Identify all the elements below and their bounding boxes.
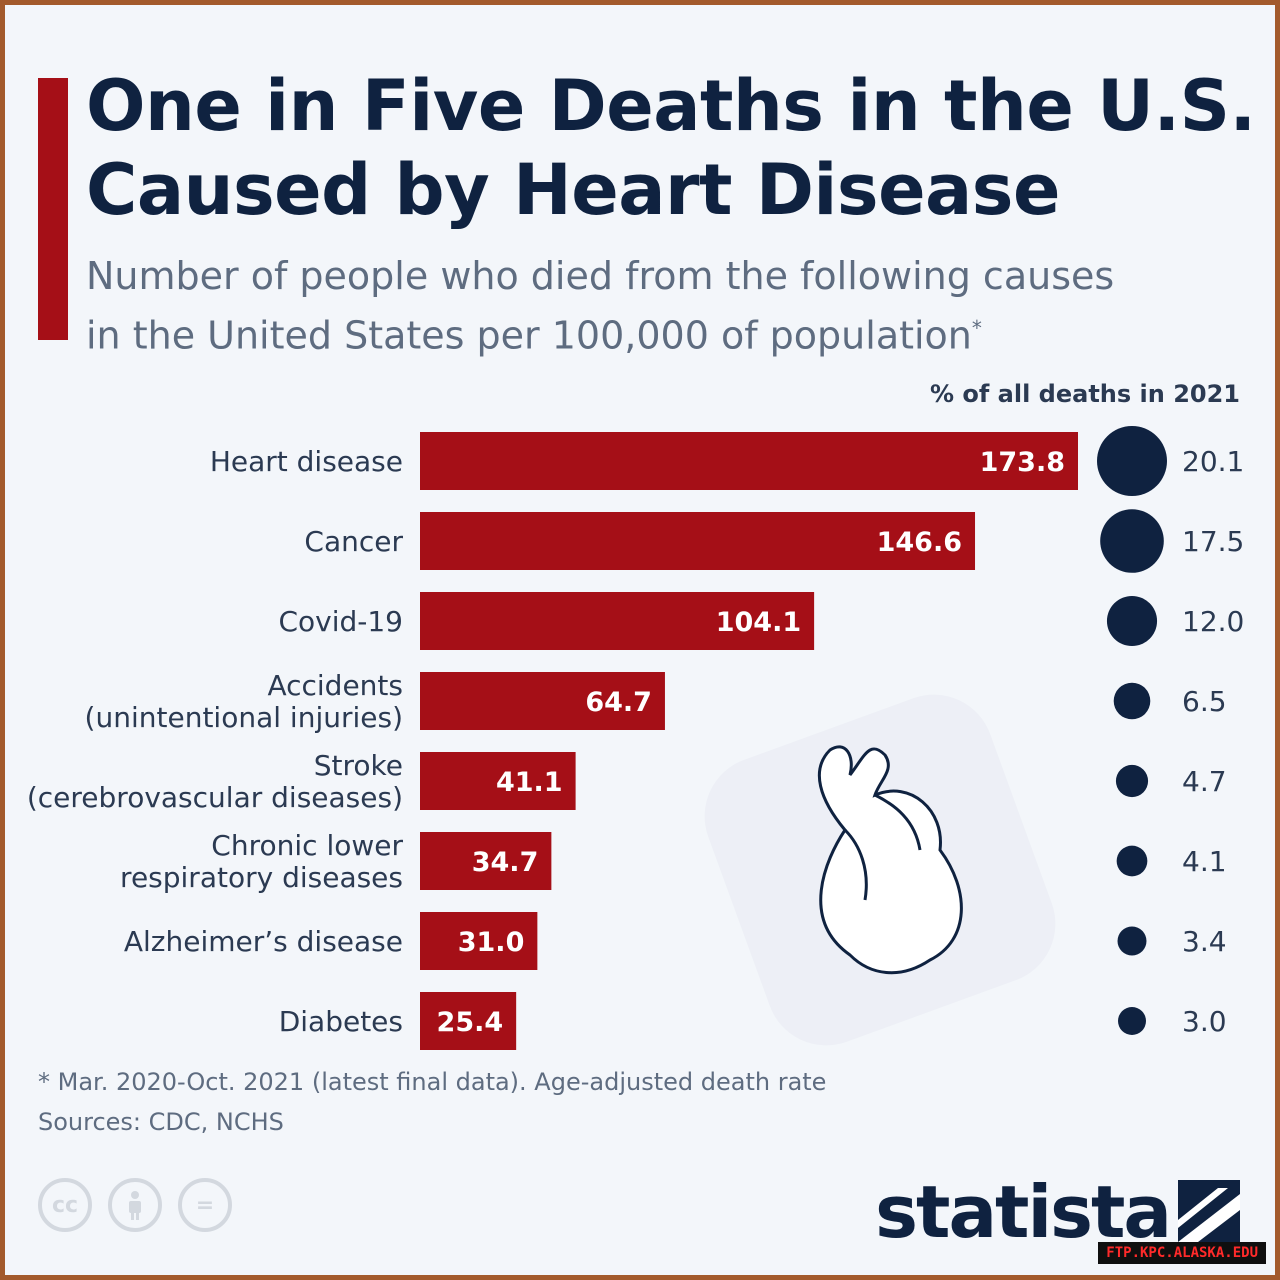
statista-logo-icon (1178, 1180, 1240, 1242)
pct-bubble (1115, 764, 1149, 798)
pct-label: 3.4 (1182, 925, 1227, 958)
pct-column-header: % of all deaths in 2021 (929, 380, 1240, 408)
pct-bubble (1116, 845, 1148, 877)
bar-value-label: 25.4 (437, 1007, 504, 1038)
creative-commons-icon[interactable]: cc (38, 1178, 92, 1232)
title-accent-bar (38, 78, 68, 340)
category-label: Diabetes (279, 1005, 403, 1038)
subtitle-line-1: Number of people who died from the follo… (86, 254, 1115, 298)
pct-bubble (1106, 595, 1158, 647)
pct-label: 17.5 (1182, 525, 1244, 558)
title-line-1: One in Five Deaths in the U.S. (86, 65, 1256, 147)
bar-chart: Heart disease 173.8 20.1 Cancer 146.6 17.5 Cov… (27, 426, 1244, 1050)
subtitle-line-2: in the United States per 100,000 of popu… (86, 302, 1256, 362)
pct-bubble (1100, 509, 1164, 573)
bar-value-label: 173.8 (980, 447, 1065, 478)
bar (420, 672, 665, 730)
bar (420, 832, 552, 890)
category-label: Alzheimer’s disease (124, 925, 403, 958)
title-line-2: Caused by Heart Disease (86, 149, 1060, 231)
subtitle-line-2-text: in the United States per 100,000 of popu… (86, 313, 972, 358)
bar (420, 512, 976, 570)
pct-label: 3.0 (1182, 1005, 1227, 1038)
bar (420, 912, 538, 970)
pct-label: 4.7 (1182, 765, 1227, 798)
category-label: Cancer (304, 525, 403, 558)
page-title: One in Five Deaths in the U.S. Caused by… (86, 64, 1256, 232)
bar (420, 752, 576, 810)
brand-logo[interactable]: statista (875, 1170, 1172, 1254)
category-label: Chronic lower respiratory diseases (120, 829, 403, 894)
bar (420, 992, 517, 1050)
subtitle-asterisk: * (971, 316, 982, 340)
pct-label: 4.1 (1182, 845, 1227, 878)
pct-bubble (1117, 926, 1147, 956)
bar (420, 432, 1078, 490)
pct-label: 12.0 (1182, 605, 1244, 638)
bar-value-label: 31.0 (458, 927, 525, 958)
no-derivatives-icon[interactable]: = (178, 1178, 232, 1232)
heart-illustration-icon (704, 694, 1056, 1046)
sources: Sources: CDC, NCHS (38, 1108, 284, 1136)
pct-label: 20.1 (1182, 445, 1244, 478)
bar-value-label: 34.7 (472, 847, 539, 878)
category-label: Covid-19 (278, 605, 403, 638)
bar (420, 592, 815, 650)
pct-bubble (1113, 682, 1151, 720)
attribution-person-icon[interactable] (108, 1178, 162, 1232)
bar-value-label: 41.1 (496, 767, 563, 798)
bar-value-label: 146.6 (877, 527, 962, 558)
bar-value-label: 104.1 (716, 607, 801, 638)
license-icons: cc = (38, 1178, 232, 1232)
subtitle: Number of people who died from the follo… (86, 250, 1256, 362)
category-label: Stroke (cerebrovascular diseases) (27, 749, 403, 814)
footnote: * Mar. 2020-Oct. 2021 (latest final data… (38, 1068, 827, 1096)
bar-value-label: 64.7 (585, 687, 652, 718)
pct-bubble (1097, 426, 1167, 496)
category-label: Accidents (unintentional injuries) (85, 669, 403, 734)
pct-bubble (1118, 1007, 1146, 1035)
pct-label: 6.5 (1182, 685, 1227, 718)
watermark: FTP.KPC.ALASKA.EDU (1098, 1242, 1266, 1264)
category-label: Heart disease (210, 445, 403, 478)
